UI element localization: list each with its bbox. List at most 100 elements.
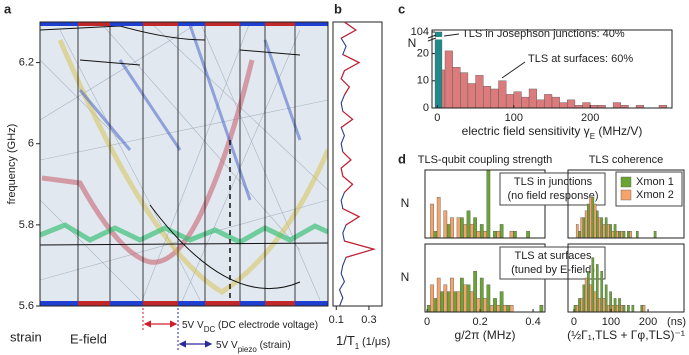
bar [489, 305, 494, 312]
bar [622, 230, 626, 238]
legend-swatch [620, 176, 632, 188]
bar [587, 271, 590, 312]
y-axis-label: N [408, 36, 417, 50]
bar [430, 203, 434, 238]
bar [622, 305, 626, 312]
bar [615, 230, 619, 238]
y-tick-label: 6 [28, 138, 34, 150]
bar [613, 298, 617, 312]
bar [493, 298, 497, 312]
dc-label-sub: DC [204, 325, 216, 334]
x-tick-label: 0.4 [525, 316, 540, 328]
bar [490, 88, 499, 108]
bar [612, 102, 621, 108]
x-tick-label: 0.2 [472, 316, 487, 328]
bar [653, 230, 657, 238]
bar [582, 284, 586, 312]
panel-label: c [398, 1, 405, 16]
bar [640, 305, 644, 312]
bar [593, 291, 597, 312]
legend-label: Xmon 1 [636, 176, 674, 188]
annotation-box [499, 172, 606, 206]
bar [499, 291, 504, 312]
bar [466, 284, 471, 312]
bar [466, 210, 471, 238]
bar [450, 277, 454, 312]
bar [602, 298, 606, 312]
bar [493, 230, 497, 238]
bar [604, 284, 608, 312]
bar [607, 224, 610, 238]
x-axis-label-sub: 1 [355, 342, 360, 351]
bar [503, 305, 507, 312]
bar [452, 66, 461, 108]
plot-frame [431, 29, 673, 109]
y-axis-label: N [401, 270, 410, 284]
bar [505, 94, 514, 108]
bar [460, 72, 469, 108]
series-line [338, 21, 376, 307]
bar [620, 230, 624, 238]
series-line [340, 21, 376, 258]
leader-line [501, 61, 526, 79]
bar [578, 230, 581, 238]
y-axis-label: frequency (GHz) [6, 124, 18, 205]
bar [567, 99, 576, 108]
bar [496, 230, 501, 238]
x-axis-unit: (1/μs) [362, 336, 390, 348]
annotation: TLS in Josephson junctions: 40% [462, 28, 625, 40]
bar [460, 277, 464, 312]
bar [611, 230, 615, 238]
bar [593, 203, 597, 238]
bar [469, 224, 474, 238]
bar [635, 230, 639, 238]
bar [582, 217, 586, 238]
bar [476, 230, 481, 238]
x-tick-label: 200 [581, 112, 599, 124]
bar [589, 196, 592, 238]
y-tick-label: 104 [411, 26, 429, 38]
panel-label: a [4, 1, 12, 16]
bar [460, 217, 464, 238]
bar [430, 284, 434, 312]
bar [551, 96, 560, 108]
bar [613, 224, 617, 238]
bars [575, 196, 657, 238]
bar [509, 230, 514, 238]
piezo-label-sub: piezo [238, 345, 258, 354]
bar [615, 305, 619, 312]
bar [578, 298, 581, 312]
bar [513, 230, 517, 238]
bar [433, 298, 438, 312]
dc-label-main: 5V V [182, 320, 204, 331]
bar [496, 305, 501, 312]
bar [627, 230, 630, 238]
bar [600, 217, 604, 238]
bar [584, 277, 588, 312]
bar [436, 196, 441, 238]
bar [559, 102, 568, 108]
bar [582, 102, 591, 108]
voltage-strip [40, 22, 328, 306]
bar [620, 305, 624, 312]
bar [642, 305, 646, 312]
panel-label: d [398, 151, 406, 166]
bars [426, 271, 544, 312]
bar [604, 217, 608, 238]
bar [469, 291, 474, 312]
strain-label: strain [10, 329, 42, 344]
bar [456, 217, 461, 238]
panel-label: b [334, 1, 342, 16]
x-tick-label: 0 [571, 316, 577, 328]
x-axis-label: (½Γ₁,TLS + Γφ,TLS)⁻¹ [567, 328, 685, 342]
bar [536, 99, 545, 108]
bar [584, 210, 588, 238]
bar [483, 86, 492, 108]
bar [627, 305, 630, 312]
bar [598, 298, 601, 312]
x-tick-label: 0.3 [361, 314, 376, 326]
x-axis-label-rest: (MHz/V) [595, 124, 642, 138]
bar [440, 291, 444, 312]
bars [573, 257, 646, 312]
bar [607, 305, 610, 312]
